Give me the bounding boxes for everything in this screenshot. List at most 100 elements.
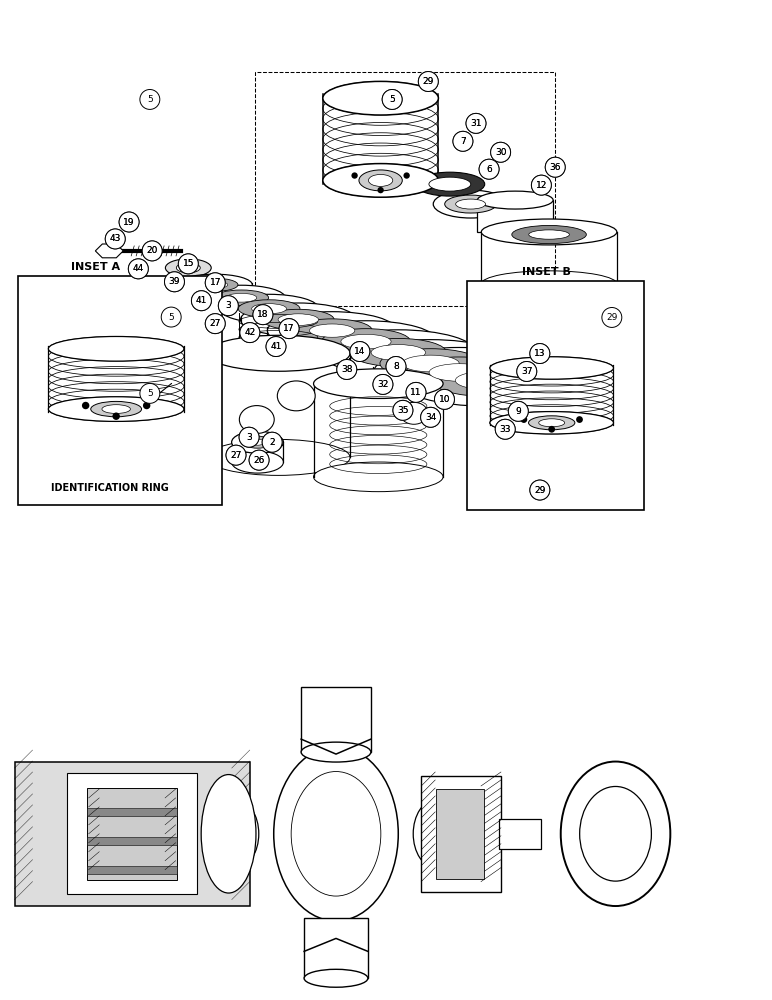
Circle shape xyxy=(508,401,528,421)
Polygon shape xyxy=(477,200,553,232)
Circle shape xyxy=(386,357,406,376)
Circle shape xyxy=(545,157,565,177)
Ellipse shape xyxy=(207,335,350,371)
Ellipse shape xyxy=(380,349,481,378)
Text: 6: 6 xyxy=(486,165,492,174)
Ellipse shape xyxy=(445,195,496,213)
Text: 9: 9 xyxy=(516,407,521,416)
Circle shape xyxy=(479,159,499,179)
Text: 43: 43 xyxy=(110,234,121,243)
Ellipse shape xyxy=(359,170,402,191)
Circle shape xyxy=(161,307,181,327)
Ellipse shape xyxy=(415,172,485,196)
Text: 11: 11 xyxy=(410,388,422,397)
Ellipse shape xyxy=(323,164,438,197)
Circle shape xyxy=(548,426,555,433)
Ellipse shape xyxy=(76,283,200,317)
Circle shape xyxy=(350,342,370,362)
Circle shape xyxy=(479,159,499,179)
Text: 7: 7 xyxy=(460,137,466,146)
Ellipse shape xyxy=(239,300,300,318)
Circle shape xyxy=(491,142,510,162)
Text: 18: 18 xyxy=(257,310,269,319)
Circle shape xyxy=(240,323,260,343)
Circle shape xyxy=(386,357,406,376)
Circle shape xyxy=(262,432,282,452)
Polygon shape xyxy=(96,244,124,258)
Circle shape xyxy=(226,445,246,465)
Circle shape xyxy=(435,389,455,409)
Text: 34: 34 xyxy=(425,413,436,422)
Ellipse shape xyxy=(292,319,372,342)
Text: 14: 14 xyxy=(354,347,365,356)
Ellipse shape xyxy=(512,293,587,311)
Text: 29: 29 xyxy=(606,313,618,322)
Circle shape xyxy=(350,342,370,362)
Circle shape xyxy=(418,72,438,91)
Text: IDENTIFICATION RING: IDENTIFICATION RING xyxy=(51,483,169,493)
Ellipse shape xyxy=(165,259,212,277)
Circle shape xyxy=(218,296,239,316)
Bar xyxy=(301,687,371,752)
Ellipse shape xyxy=(201,281,228,288)
Ellipse shape xyxy=(320,330,476,375)
Ellipse shape xyxy=(490,357,614,379)
Text: 6: 6 xyxy=(486,165,492,174)
Circle shape xyxy=(191,291,212,311)
Circle shape xyxy=(119,212,139,232)
Text: 11: 11 xyxy=(410,388,422,397)
Text: 5: 5 xyxy=(168,313,174,322)
Ellipse shape xyxy=(341,334,391,349)
Ellipse shape xyxy=(201,775,256,893)
Circle shape xyxy=(205,314,225,334)
Text: 26: 26 xyxy=(253,456,265,465)
Circle shape xyxy=(164,272,185,292)
Circle shape xyxy=(531,175,551,195)
Circle shape xyxy=(520,416,527,423)
Ellipse shape xyxy=(368,174,393,186)
Text: 29: 29 xyxy=(534,486,546,495)
Circle shape xyxy=(421,407,441,427)
Circle shape xyxy=(178,254,198,274)
Text: 19: 19 xyxy=(124,218,135,227)
Circle shape xyxy=(382,89,402,109)
Text: 35: 35 xyxy=(397,406,408,415)
Text: 5: 5 xyxy=(147,389,153,398)
Text: 27: 27 xyxy=(230,451,242,460)
Circle shape xyxy=(421,407,441,427)
Text: 5: 5 xyxy=(147,95,153,104)
Text: 44: 44 xyxy=(133,264,144,273)
Ellipse shape xyxy=(481,287,617,313)
Ellipse shape xyxy=(433,190,508,218)
Circle shape xyxy=(266,337,286,357)
Circle shape xyxy=(178,254,198,274)
Circle shape xyxy=(205,314,225,334)
Ellipse shape xyxy=(251,439,265,445)
Text: 10: 10 xyxy=(438,395,450,404)
Text: 32: 32 xyxy=(378,380,388,389)
Circle shape xyxy=(164,272,185,292)
Text: INSET A: INSET A xyxy=(71,262,120,272)
Circle shape xyxy=(530,480,550,500)
Text: 29: 29 xyxy=(534,486,546,495)
Text: 20: 20 xyxy=(147,246,157,255)
Ellipse shape xyxy=(406,357,512,388)
Text: 13: 13 xyxy=(534,349,546,358)
Circle shape xyxy=(253,305,273,325)
Text: 32: 32 xyxy=(378,380,388,389)
Circle shape xyxy=(453,131,473,151)
Text: 33: 33 xyxy=(499,425,511,434)
Circle shape xyxy=(140,89,160,109)
Ellipse shape xyxy=(267,312,397,350)
Ellipse shape xyxy=(214,800,259,868)
Circle shape xyxy=(249,450,269,470)
Circle shape xyxy=(279,319,299,339)
Ellipse shape xyxy=(413,800,458,868)
Ellipse shape xyxy=(49,336,184,361)
Bar xyxy=(436,789,484,879)
Circle shape xyxy=(113,412,120,420)
Ellipse shape xyxy=(455,371,516,389)
Text: 8: 8 xyxy=(393,362,399,371)
Ellipse shape xyxy=(429,364,489,381)
Ellipse shape xyxy=(278,314,319,325)
